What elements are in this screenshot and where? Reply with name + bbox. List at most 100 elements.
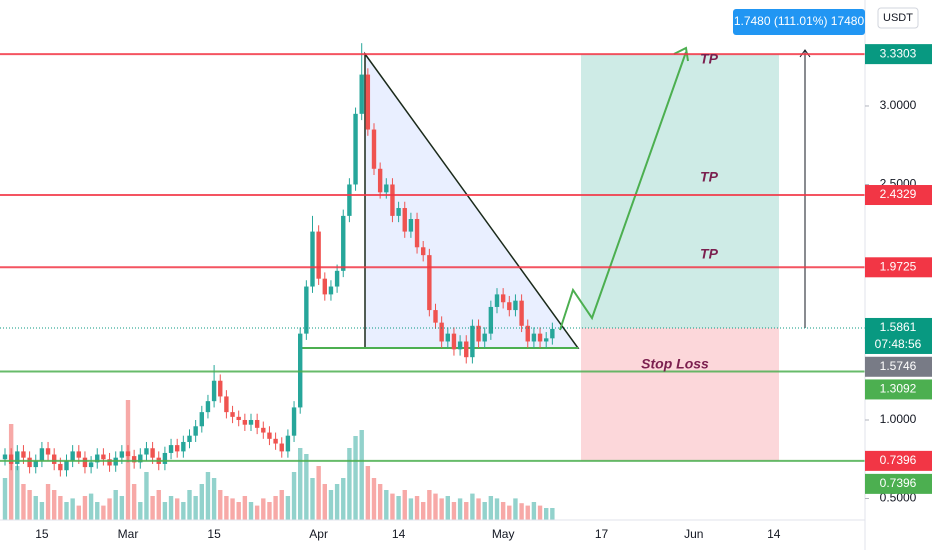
- volume-bar: [27, 490, 32, 520]
- candle-body: [27, 457, 32, 468]
- volume-bar: [45, 484, 51, 520]
- volume-bar: [131, 484, 137, 520]
- candle-body: [88, 462, 94, 468]
- measure-badge: [733, 9, 865, 35]
- candle-body: [334, 270, 340, 287]
- candle-body: [95, 454, 100, 463]
- volume-bar: [101, 505, 106, 520]
- volume-bar: [322, 484, 327, 520]
- price-label-bg: [865, 356, 932, 377]
- price-label-bg: [865, 44, 932, 65]
- volume-bar: [341, 478, 346, 520]
- price-label: 1.5861: [880, 320, 917, 334]
- series-layer: [0, 43, 865, 520]
- volume-bar: [230, 498, 235, 520]
- candle-body: [52, 454, 57, 464]
- candle-body: [384, 184, 389, 193]
- countdown: 07:48:56: [875, 337, 922, 351]
- candle-body: [181, 441, 186, 452]
- candle-body: [365, 74, 371, 130]
- x-tick-label: Mar: [118, 527, 139, 541]
- candle-body: [421, 247, 426, 256]
- volume-bar: [33, 496, 38, 520]
- price-label: 3.3303: [880, 46, 917, 60]
- volume-bar: [408, 498, 414, 520]
- candle-body: [519, 300, 524, 326]
- volume-bar: [82, 496, 88, 520]
- volume-bar: [205, 472, 211, 520]
- stop-zone: [581, 328, 779, 461]
- measure-label: 1.7480 (111.01%) 17480: [734, 14, 865, 28]
- volume-bar: [52, 490, 57, 520]
- volume-bar: [347, 448, 352, 520]
- y-tick-label: 0.5000: [880, 491, 917, 505]
- candle-body: [550, 328, 555, 339]
- volume-bar: [70, 498, 75, 520]
- candle-body: [304, 286, 309, 334]
- y-tick-label: 3.0000: [880, 98, 917, 112]
- volume-bar: [371, 478, 377, 520]
- volume-bar: [76, 505, 81, 520]
- candle-body: [218, 380, 223, 397]
- price-label: 0.7396: [880, 476, 917, 490]
- volume-bar: [193, 496, 198, 520]
- x-tick-label: 15: [35, 527, 49, 541]
- volume-bar: [402, 490, 407, 520]
- candle-body: [76, 451, 81, 458]
- price-label: 1.9725: [880, 259, 917, 273]
- volume-bar: [507, 505, 512, 520]
- volume-bar: [537, 505, 543, 520]
- volume-bar: [64, 502, 69, 520]
- candle-body: [21, 451, 26, 458]
- annotation: TP: [700, 246, 719, 262]
- volume-bar: [550, 508, 555, 520]
- currency: USDT: [883, 12, 913, 24]
- volume-bar: [544, 508, 549, 520]
- volume-bar: [2, 478, 8, 520]
- volume-bar: [334, 484, 340, 520]
- volume-bar: [261, 498, 266, 520]
- candle-body: [150, 448, 155, 458]
- price-label-bg: [865, 185, 932, 206]
- price-label: 1.5746: [880, 359, 917, 373]
- x-tick-label: 14: [392, 527, 406, 541]
- drawings: [300, 46, 811, 461]
- price-label-bg: [865, 317, 932, 354]
- volume-bar: [494, 498, 500, 520]
- volume-bar: [95, 502, 100, 520]
- candle-body: [125, 451, 131, 457]
- volume-bar: [39, 502, 45, 520]
- volume-bar: [138, 502, 143, 520]
- volume-bar: [107, 498, 112, 520]
- candle-body: [353, 113, 358, 185]
- price-label-bg: [865, 450, 932, 471]
- candle-body: [525, 325, 530, 342]
- volume-bar: [421, 502, 426, 520]
- y-tick-label: 1.0000: [880, 412, 917, 426]
- volume-bar: [224, 496, 229, 520]
- candle-body: [82, 457, 88, 468]
- candle-body: [433, 310, 438, 323]
- candle-body: [500, 294, 506, 303]
- volume-bar: [328, 490, 334, 520]
- candle-body: [242, 419, 248, 425]
- volume-bar: [310, 478, 315, 520]
- annotation: TP: [700, 169, 719, 185]
- volume-bar: [304, 454, 309, 520]
- volume-bar: [525, 505, 530, 520]
- candle-body: [15, 451, 20, 464]
- x-tick-label: Apr: [309, 527, 328, 541]
- volume-bar: [384, 490, 389, 520]
- candle-body: [254, 419, 260, 428]
- candle-body: [494, 294, 500, 307]
- projection-arrow: [559, 51, 687, 331]
- candle-body: [390, 184, 395, 216]
- volume-bar: [414, 496, 420, 520]
- candle-body: [131, 456, 137, 463]
- volume-bar: [162, 502, 168, 520]
- price-label: 0.7396: [880, 453, 917, 467]
- volume-bar: [8, 424, 14, 520]
- currency-badge[interactable]: [877, 7, 919, 29]
